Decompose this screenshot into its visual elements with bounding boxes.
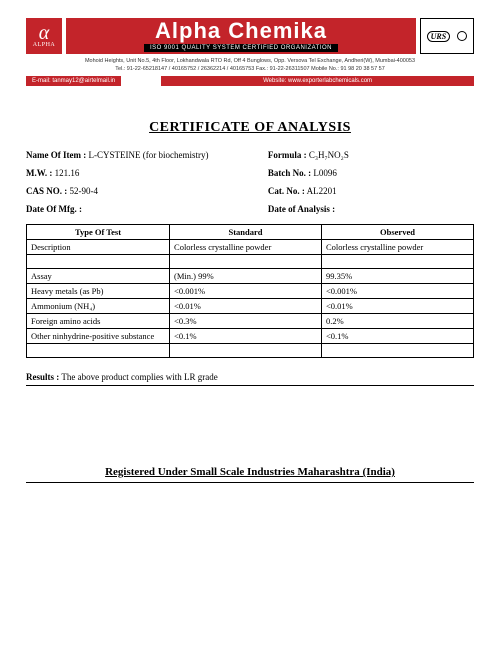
cert-badges: URS (420, 18, 474, 54)
table-row: Other ninhydrine-positive substance<0.1%… (27, 329, 474, 344)
doc-title: CERTIFICATE OF ANALYSIS (26, 120, 474, 136)
results-label: Results : (26, 372, 59, 382)
table-row: Heavy metals (as Pb)<0.001%<0.001% (27, 284, 474, 299)
cat-value: AL2201 (307, 186, 337, 196)
formula-value: C₃H₇NO₂S (309, 150, 349, 160)
alpha-logo: α ALPHA (26, 18, 62, 54)
meta-cas: CAS NO. : 52-90-4 Cat. No. : AL2201 (26, 186, 474, 196)
col-observed: Observed (322, 225, 474, 240)
meta-dates: Date Of Mfg. : Date of Analysis : (26, 204, 474, 214)
mw-value: 121.16 (55, 168, 80, 178)
results-rule (26, 385, 474, 386)
table-body: DescriptionColorless crystalline powderC… (27, 240, 474, 358)
results-text: The above product complies with LR grade (59, 372, 218, 382)
company-name: Alpha Chemika (155, 20, 327, 42)
footer-registration: Registered Under Small Scale Industries … (26, 466, 474, 478)
table-row: Assay(Min.) 99%99.35% (27, 269, 474, 284)
name-value: L-CYSTEINE (for biochemistry) (88, 150, 208, 160)
batch-label: Batch No. : (268, 168, 311, 178)
table-row (27, 344, 474, 358)
batch-value: L0096 (313, 168, 337, 178)
address-line-2: Tel.: 91-22-65218147 / 40165752 / 263622… (26, 65, 474, 73)
company-banner: Alpha Chemika ISO 9001 QUALITY SYSTEM CE… (66, 18, 416, 54)
contact-strip: E-mail: tanmay12@airtelmail.in Website: … (26, 76, 474, 86)
col-standard: Standard (170, 225, 322, 240)
table-header-row: Type Of Test Standard Observed (27, 225, 474, 240)
alpha-symbol: α (39, 24, 50, 42)
footer-rule (26, 482, 474, 483)
contact-email: E-mail: tanmay12@airtelmail.in (26, 76, 121, 86)
cert-seal-icon (457, 31, 467, 41)
table-row: Foreign amino acids<0.3%0.2% (27, 314, 474, 329)
certificate-page: α ALPHA Alpha Chemika ISO 9001 QUALITY S… (0, 0, 500, 483)
urs-badge-icon: URS (427, 31, 451, 42)
table-row: DescriptionColorless crystalline powderC… (27, 240, 474, 255)
col-type: Type Of Test (27, 225, 170, 240)
results-line: Results : The above product complies wit… (26, 372, 474, 382)
table-row: Ammonium (NH₄)<0.01%<0.01% (27, 299, 474, 314)
analysis-table: Type Of Test Standard Observed Descripti… (26, 224, 474, 358)
cas-value: 52-90-4 (70, 186, 99, 196)
name-label: Name Of Item : (26, 150, 86, 160)
cat-label: Cat. No. : (268, 186, 305, 196)
letterhead: α ALPHA Alpha Chemika ISO 9001 QUALITY S… (26, 18, 474, 54)
contact-website: Website: www.exporterlabchemicals.com (161, 76, 474, 86)
alpha-logo-text: ALPHA (33, 42, 56, 48)
formula-label: Formula : (268, 150, 307, 160)
mfg-label: Date Of Mfg. : (26, 204, 82, 214)
doa-label: Date of Analysis : (268, 204, 335, 214)
company-address: Mohoid Heights, Unit No.5, 4th Floor, Lo… (26, 57, 474, 73)
meta-item-name: Name Of Item : L-CYSTEINE (for biochemis… (26, 150, 474, 160)
address-line-1: Mohoid Heights, Unit No.5, 4th Floor, Lo… (26, 57, 474, 65)
iso-line: ISO 9001 QUALITY SYSTEM CERTIFIED ORGANI… (144, 44, 338, 52)
mw-label: M.W. : (26, 168, 52, 178)
cas-label: CAS NO. : (26, 186, 67, 196)
meta-mw: M.W. : 121.16 Batch No. : L0096 (26, 168, 474, 178)
table-row (27, 255, 474, 269)
